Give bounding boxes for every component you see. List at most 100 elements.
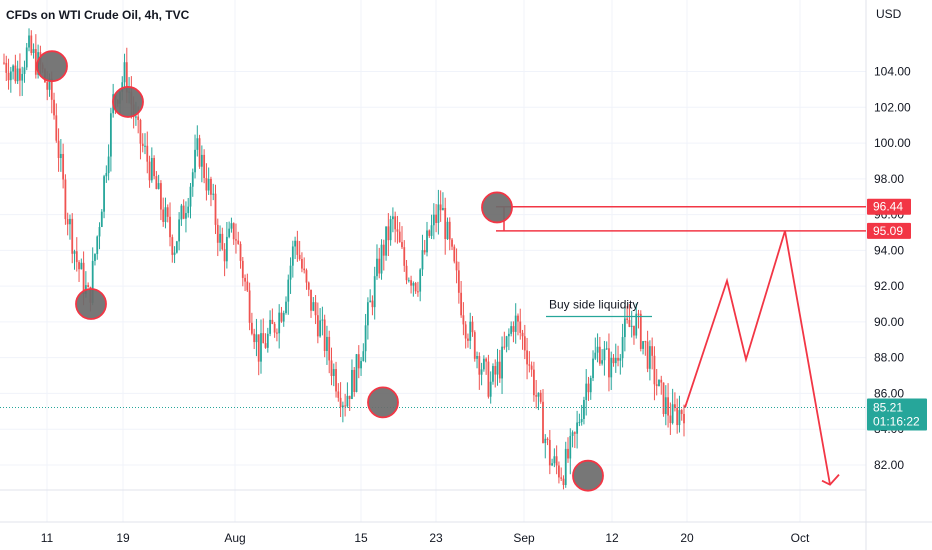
x-tick-label: 12 xyxy=(605,531,619,545)
x-tick-label: Sep xyxy=(513,531,535,545)
candle-body xyxy=(98,227,101,237)
candle-body xyxy=(212,193,215,195)
candle-body xyxy=(53,99,55,116)
candle-body xyxy=(139,119,142,144)
liquidity-label: Buy side liquidity xyxy=(549,298,638,312)
candle-body xyxy=(387,226,390,241)
candle-body xyxy=(376,258,378,277)
candle-body xyxy=(676,407,679,426)
candle-body xyxy=(289,265,292,280)
candle-body xyxy=(510,326,513,334)
candle-body xyxy=(164,207,167,222)
candle-body xyxy=(473,332,476,359)
candle-body xyxy=(630,325,633,327)
candle-body xyxy=(653,355,656,385)
candle-body xyxy=(674,404,676,408)
candle-body xyxy=(571,432,574,436)
candle-body xyxy=(578,422,581,424)
y-tick-label: 104.00 xyxy=(874,65,911,79)
candle-body xyxy=(87,285,90,288)
candle-body xyxy=(339,397,342,408)
candle-body xyxy=(298,254,301,260)
candle-body xyxy=(125,62,128,93)
candle-body xyxy=(476,355,478,359)
candle-body xyxy=(451,239,453,247)
candle-body xyxy=(658,379,660,387)
candle-body xyxy=(100,211,103,228)
candle-body xyxy=(371,300,374,308)
candle-body xyxy=(462,315,465,325)
candle-body xyxy=(237,240,240,244)
candle-body xyxy=(432,214,435,226)
candle-body xyxy=(373,276,376,308)
candle-body xyxy=(369,300,372,303)
candle-body xyxy=(48,78,51,90)
candle-body xyxy=(608,348,610,378)
candle-body xyxy=(291,246,294,266)
candle-body xyxy=(94,254,96,261)
candle-body xyxy=(423,250,426,253)
y-tick-label: 90.00 xyxy=(874,315,904,329)
candle-body xyxy=(203,154,206,179)
candle-body xyxy=(9,71,12,81)
candle-body xyxy=(323,319,326,351)
candle-body xyxy=(455,261,458,271)
candle-body xyxy=(366,302,369,326)
candle-body xyxy=(255,334,258,343)
candle-body xyxy=(46,82,49,90)
candle-body xyxy=(66,219,69,225)
projection-arrowhead xyxy=(821,474,840,486)
candle-body xyxy=(228,228,231,237)
candle-body xyxy=(544,438,547,444)
candle-body xyxy=(444,207,447,240)
candle-body xyxy=(414,283,417,292)
candle-body xyxy=(514,315,517,332)
candle-body xyxy=(73,251,76,254)
candle-body xyxy=(344,405,347,407)
candle-body xyxy=(198,138,201,167)
candle-body xyxy=(401,242,403,248)
y-tick-label: 98.00 xyxy=(874,172,904,186)
x-tick-label: 20 xyxy=(680,531,694,545)
swing-marker xyxy=(75,288,107,320)
candle-body xyxy=(314,302,317,316)
candle-body xyxy=(448,221,451,240)
candle-body xyxy=(330,360,333,376)
candle-body xyxy=(598,346,601,364)
candle-body xyxy=(225,236,228,262)
candle-body xyxy=(467,338,469,341)
level-price-tag xyxy=(867,222,911,239)
candle-body xyxy=(528,364,531,366)
projection-path xyxy=(684,230,831,485)
candle-body xyxy=(273,323,276,333)
candle-body xyxy=(173,252,176,255)
candle-body xyxy=(567,448,569,459)
candle-body xyxy=(496,361,499,375)
candle-body xyxy=(460,292,463,316)
candle-body xyxy=(121,82,124,92)
x-tick-label: 11 xyxy=(41,531,54,545)
candle-body xyxy=(487,361,490,397)
candle-body xyxy=(555,456,558,466)
candle-body xyxy=(489,381,492,397)
candle-body xyxy=(80,262,83,270)
candle-body xyxy=(62,153,65,180)
candle-body xyxy=(78,262,80,270)
candle-body xyxy=(109,113,112,157)
candle-body xyxy=(239,243,242,261)
candle-body xyxy=(628,319,631,327)
level-price-tag-text: 95.09 xyxy=(873,224,903,238)
candle-body xyxy=(562,478,565,485)
y-tick-label: 82.00 xyxy=(874,458,904,472)
candle-body xyxy=(346,395,349,407)
candle-body xyxy=(667,397,669,416)
candle-body xyxy=(482,358,485,370)
swing-marker xyxy=(367,386,399,419)
candle-body xyxy=(250,322,253,334)
candle-body xyxy=(635,313,638,336)
candle-body xyxy=(612,357,615,364)
candle-body xyxy=(246,281,249,291)
candle-body xyxy=(307,282,310,290)
